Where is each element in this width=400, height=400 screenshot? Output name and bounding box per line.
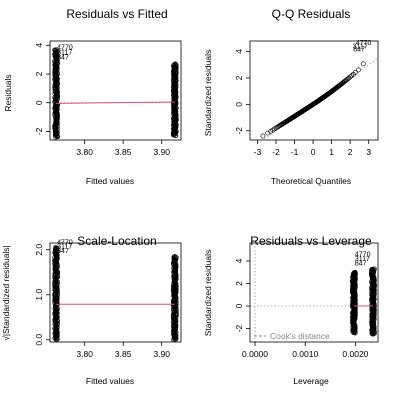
y-tick-label: 0 (234, 303, 244, 308)
outlier-label: 847 (353, 47, 365, 54)
y-tick-label: 2 (234, 281, 244, 286)
outlier-label: 847 (57, 248, 69, 255)
x-tick-label: 3.80 (76, 147, 93, 157)
x-tick-label: -3 (254, 147, 262, 157)
y-tick-label: -2 (34, 127, 44, 135)
x-axis-label: Fitted values (86, 176, 134, 186)
y-tick-label: 4 (34, 43, 44, 48)
x-tick-label: 3.85 (115, 147, 132, 157)
x-axis-label: Theoretical Quantiles (271, 176, 351, 186)
legend-cooks-distance-label: Cook's distance (270, 331, 330, 341)
x-tick-label: -2 (272, 147, 280, 157)
x-tick-label: 0.0020 (342, 349, 368, 359)
x-tick-label: 3 (366, 147, 371, 157)
x-tick-label: 3.85 (115, 349, 132, 359)
panel-title: Residuals vs Fitted (66, 7, 167, 21)
x-tick-label: 2 (348, 147, 353, 157)
y-tick-label: 0 (234, 102, 244, 107)
x-tick-label: 0 (311, 147, 316, 157)
outlier-label: 847 (57, 55, 69, 62)
y-tick-label: 2 (34, 71, 44, 76)
x-tick-label: 3.80 (76, 349, 93, 359)
y-tick-label: 0.0 (34, 334, 44, 346)
y-axis-label: Standardized residuals (203, 50, 213, 136)
y-tick-label: 0 (34, 100, 44, 105)
y-tick-label: 4 (234, 49, 244, 54)
panel-title: Residuals vs Leverage (250, 234, 372, 248)
y-tick-label: -2 (234, 127, 244, 135)
y-tick-label: 2 (234, 75, 244, 80)
x-tick-label: -1 (291, 147, 299, 157)
x-tick-label: 0.0000 (242, 349, 268, 359)
panel-title: Scale-Location (77, 234, 156, 248)
y-tick-label: -2 (234, 324, 244, 332)
y-axis-label: Residuals (3, 74, 13, 111)
y-tick-label: 4 (234, 258, 244, 263)
x-tick-label: 0.0010 (292, 349, 318, 359)
x-tick-label: 1 (329, 147, 334, 157)
y-axis-label: Standardized residuals (203, 250, 213, 336)
x-axis-label: Fitted values (86, 376, 134, 386)
x-tick-label: 3.90 (153, 349, 170, 359)
panel-title: Q-Q Residuals (272, 7, 351, 21)
y-axis-label: √|Standardized residuals| (1, 245, 11, 341)
outlier-label: 847 (355, 261, 367, 268)
x-tick-label: 3.90 (153, 147, 170, 157)
y-tick-label: 2.0 (34, 244, 44, 256)
x-axis-label: Leverage (293, 376, 329, 386)
y-tick-label: 1.0 (34, 289, 44, 301)
